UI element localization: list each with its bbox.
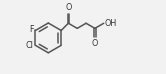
Text: O: O (65, 3, 72, 13)
Text: OH: OH (105, 19, 117, 28)
Text: Cl: Cl (26, 41, 34, 50)
Text: F: F (29, 25, 34, 34)
Text: O: O (92, 39, 98, 48)
